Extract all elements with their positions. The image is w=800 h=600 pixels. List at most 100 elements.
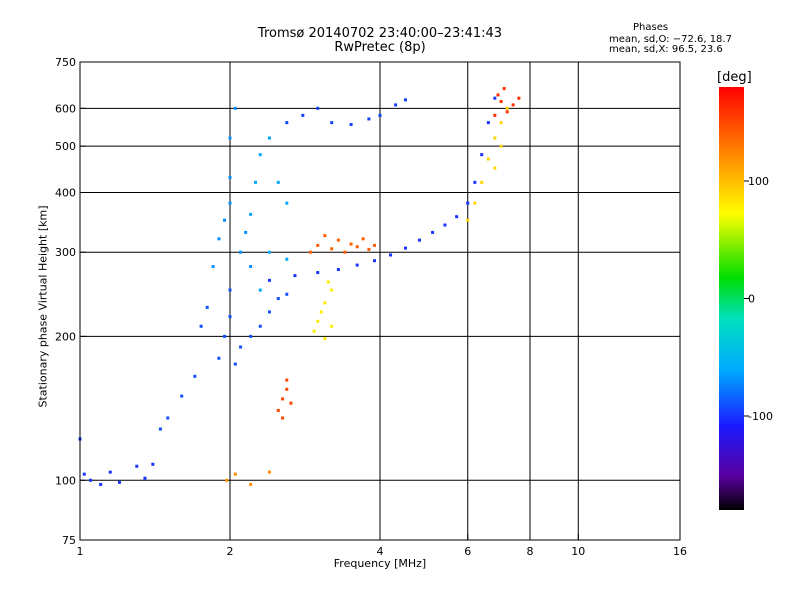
data-point [228,136,232,140]
data-point [267,310,271,314]
data-point [361,237,365,241]
data-point [205,305,209,309]
data-point [431,230,435,234]
y-tick-label: 100 [55,474,76,487]
colorbar-ticks: 100 0 -100 [744,175,773,423]
data-point [323,234,327,238]
data-point [480,153,484,157]
data-point [496,93,500,97]
data-point [466,218,470,222]
data-point [505,110,509,114]
data-point [316,106,320,110]
data-point [367,247,371,251]
data-point [151,462,155,466]
x-tick-label: 10 [571,545,585,558]
data-point [281,397,285,401]
data-point [301,113,305,117]
data-point [505,106,509,110]
x-tick-label: 8 [527,545,534,558]
data-point [249,265,253,269]
data-point [239,345,243,349]
y-tick-label: 75 [62,534,76,547]
data-point [355,245,359,249]
data-point [493,166,497,170]
data-point [199,324,203,328]
chart-subtitle: RwPretec (8p) [334,40,426,55]
data-point [336,238,340,242]
data-point [244,230,248,234]
data-point [473,180,477,184]
data-point [267,278,271,282]
data-point [228,201,232,205]
axis-ticks: 1 2 4 6 8 10 16 75 100 200 300 400 500 600 750 [55,56,687,558]
chart-title: Tromsø 20140702 23:40:00–23:41:43 [257,26,503,41]
phase-heading: Phases [633,22,669,33]
y-axis-label: Stationary phase Virtual Height [km] [36,205,50,408]
x-tick-label: 6 [464,545,471,558]
data-point [285,292,289,296]
data-point [336,268,340,272]
data-point [217,356,221,360]
data-point [233,106,237,110]
data-point [293,274,297,278]
data-point [276,408,280,412]
data-point [373,259,377,263]
data-point [403,246,407,250]
data-point [323,336,327,340]
y-tick-label: 750 [55,56,76,69]
data-point [253,180,257,184]
data-point [330,288,334,292]
x-axis-label: Frequency [MHz] [333,557,427,570]
data-point [330,324,334,328]
x-tick-label: 4 [377,545,384,558]
colorbar-unit: [deg] [717,70,752,85]
data-point [276,297,280,301]
data-point [228,315,232,319]
grid-lines [80,62,680,540]
data-point [493,136,497,140]
x-tick-label: 2 [227,545,234,558]
data-point [389,253,393,257]
y-tick-label: 400 [55,186,76,199]
data-point [316,243,320,247]
data-point [289,401,293,405]
data-point [417,238,421,242]
data-point [319,310,323,314]
data-point [349,242,353,246]
data-point [276,180,280,184]
data-point [217,237,221,241]
x-tick-label: 16 [673,545,687,558]
data-point [211,265,215,269]
data-point [373,243,377,247]
data-point [486,121,490,125]
data-point [502,87,506,91]
colorbar-tick-label: 0 [748,293,755,306]
x-tick-label: 1 [77,545,84,558]
data-point [394,103,398,107]
data-point [493,96,497,100]
data-point [166,416,170,420]
data-points [78,87,521,486]
colorbar [719,87,744,510]
data-point [517,96,521,100]
data-point [258,324,262,328]
data-point [239,250,243,254]
data-point [316,271,320,275]
data-point [99,482,103,486]
data-point [285,378,289,382]
data-point [281,416,285,420]
data-point [267,470,271,474]
data-point [349,123,353,127]
data-point [89,478,93,482]
data-point [316,319,320,323]
data-point [403,98,407,102]
data-point [473,201,477,205]
stat-x-mode: mean, sd,X: 96.5, 23.6 [609,44,723,55]
data-point [326,280,330,284]
data-point [223,218,227,222]
y-tick-label: 500 [55,140,76,153]
data-point [330,121,334,125]
data-point [193,374,197,378]
data-point [158,427,162,431]
